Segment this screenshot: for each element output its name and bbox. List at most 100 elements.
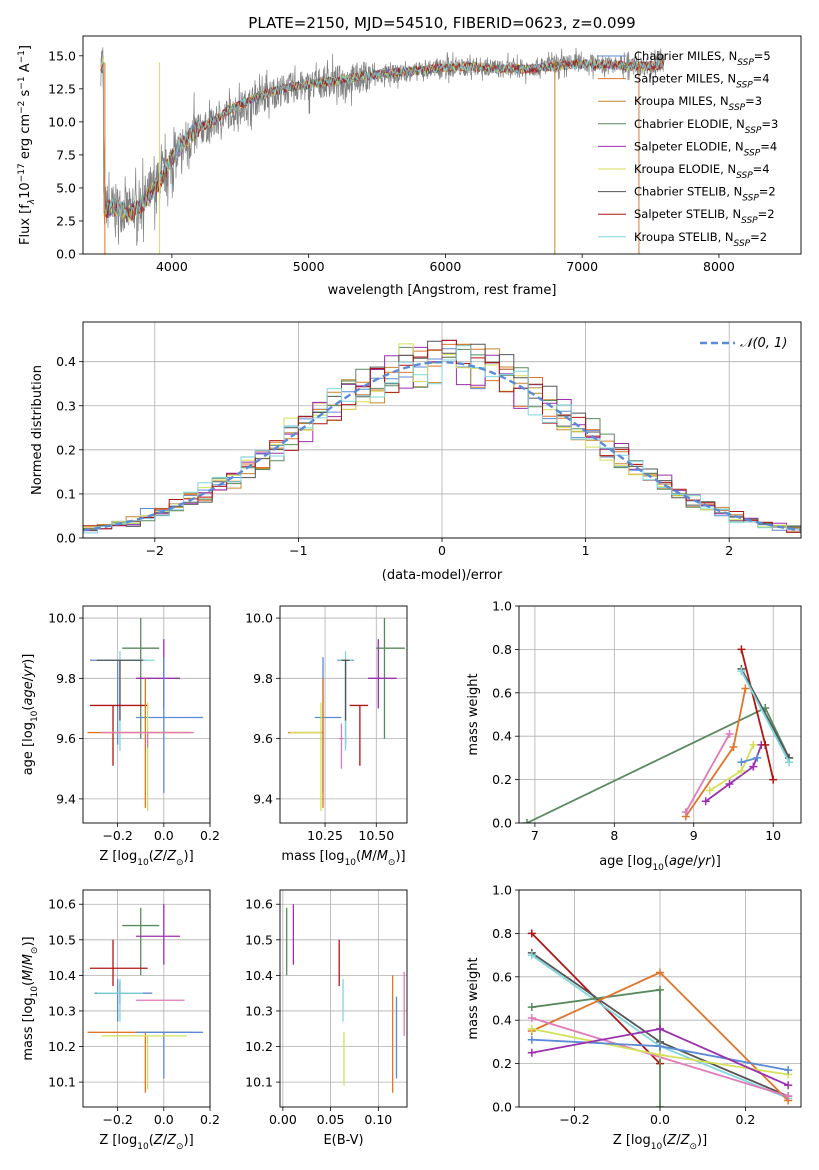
y-label-exp: −2: [17, 101, 27, 114]
x-tick-label: 10: [765, 828, 781, 843]
panel-ebv_mass: 0.00 0.05 0.10 10.1 10.2 10.3 10.4 10.5 10.6 E(B-…: [245, 889, 408, 1148]
plot-area-spectrum: [100, 47, 665, 254]
error-bar-point: [136, 904, 180, 965]
x-tick-label: 10.50: [358, 828, 394, 843]
residual-histogram-chabrier_stelib: [83, 340, 801, 531]
x-label-var: yr: [697, 854, 713, 869]
y-tick-label: 10.6: [48, 897, 76, 912]
x-tick-label: 0.10: [364, 1112, 392, 1127]
axes-frame: [279, 605, 408, 824]
x-axis-label: age [log10(age/yr)]: [599, 854, 721, 873]
error-bar-point: [87, 678, 192, 808]
x-label-paren: (: [662, 1133, 667, 1148]
weight-line: [526, 706, 790, 823]
x-label-slash: /: [676, 1133, 681, 1148]
x-label-main: age [log: [599, 854, 652, 869]
y-tick-label: 9.4: [56, 791, 76, 806]
y-tick-label: 10.5: [48, 932, 76, 947]
x-tick-label: −0.2: [102, 1112, 132, 1127]
y-tick-label: 0.4: [56, 354, 76, 369]
legend-label: Chabrier STELIB, N: [634, 185, 742, 199]
y-label-var: age: [21, 681, 36, 705]
y-label-close: )]: [21, 936, 36, 946]
y-label-exp: −17: [17, 163, 27, 182]
y-tick-label: 10.2: [245, 1039, 273, 1054]
y-tick-label: 0.4: [492, 1013, 512, 1028]
y-tick-label: 5.0: [56, 180, 76, 195]
error-bar-point: [87, 1031, 192, 1093]
axes-frame: [82, 605, 211, 824]
error-bar-point: [101, 731, 194, 748]
legend-sub: SSP: [736, 81, 753, 91]
x-label-var: age: [669, 854, 693, 869]
legend-suffix: =2: [759, 185, 776, 199]
y-axis-label: mass weight: [466, 957, 481, 1039]
y-label-lambda: λ: [27, 199, 37, 205]
y-tick-label: 0.1: [56, 486, 76, 501]
y-tick-label: 0.6: [492, 685, 512, 700]
weight-marker: [527, 1035, 536, 1044]
legend-sub: SSP: [742, 194, 759, 204]
x-label-close: )]: [697, 1133, 707, 1148]
weight-marker: [656, 1103, 664, 1107]
y-tick-label: 0.3: [56, 398, 76, 413]
x-tick-label: 0: [438, 543, 446, 558]
axes-frame: [82, 35, 802, 255]
weight-marker: [784, 1092, 793, 1101]
y-tick-label: 0.0: [56, 531, 76, 546]
y-tick-label: 10.0: [245, 611, 273, 626]
error-bar-point: [341, 659, 350, 721]
x-label-var: Z: [153, 849, 164, 864]
x-label-var: M: [361, 849, 372, 864]
weight-marker: [753, 753, 762, 762]
x-tick-label: 4000: [156, 259, 188, 274]
weight-marker: [656, 1050, 664, 1059]
legend-label: Kroupa ELODIE, N: [634, 162, 736, 176]
legend-suffix: =4: [753, 72, 770, 86]
x-tick-label: 0.00: [269, 1112, 297, 1127]
y-axis-label: mass [log10(M/M⊙)]: [21, 936, 40, 1060]
x-axis-label: mass [log10(M/M⊙)]: [281, 849, 405, 868]
weight-marker: [725, 779, 734, 788]
x-label-main: Z [log: [613, 1133, 651, 1148]
x-axis-label: E(B-V): [323, 1133, 363, 1148]
error-bar-point: [339, 723, 344, 769]
y-tick-label: 2.5: [56, 213, 76, 228]
weight-marker: [784, 1081, 793, 1090]
model-spectrum-salpeter_stelib: [100, 59, 665, 221]
panel-weight_z: −0.2 0.0 0.2 0.0 0.2 0.4 0.6 0.8 1.0 mass weight Z…: [466, 883, 802, 1152]
y-tick-label: 15.0: [48, 48, 76, 63]
x-label-sub: 10: [652, 863, 664, 873]
error-bar-point: [89, 939, 148, 987]
x-tick-label: −0.2: [559, 1112, 589, 1127]
y-tick-label: 9.8: [56, 671, 76, 686]
legend-entry: Chabrier ELODIE, NSSP=3: [634, 117, 778, 136]
weight-marker: [749, 762, 758, 771]
weight-marker: [705, 786, 714, 795]
plot-area-z_mass: [87, 904, 204, 1093]
weight-marker: [527, 1024, 536, 1033]
weight-marker: [761, 740, 770, 749]
axes-frame: [518, 605, 802, 824]
legend-entry: Kroupa STELIB, NSSP=2: [634, 230, 767, 249]
y-tick-label: 0.6: [492, 969, 512, 984]
x-label-main: mass [log: [281, 849, 344, 864]
y-label-exp: −1: [17, 50, 27, 63]
y-label-unit: erg cm: [18, 114, 33, 163]
weight-marker: [527, 951, 536, 960]
legend-suffix: =4: [760, 139, 777, 153]
y-tick-label: 10.4: [48, 968, 76, 983]
x-tick-label: 5000: [293, 259, 325, 274]
x-tick-label: 10.25: [307, 828, 343, 843]
x-label-sub: 10: [345, 858, 357, 868]
x-label-sun: ⊙: [388, 858, 396, 868]
error-bar-point: [288, 678, 324, 808]
weight-marker: [527, 1014, 536, 1023]
x-tick-label: 9: [690, 828, 698, 843]
y-label-slash: /: [21, 676, 36, 681]
y-label-main: mass [log: [21, 997, 36, 1060]
axes-frame: [82, 889, 211, 1108]
error-bar-point: [136, 657, 204, 793]
weight-marker: [656, 985, 664, 994]
